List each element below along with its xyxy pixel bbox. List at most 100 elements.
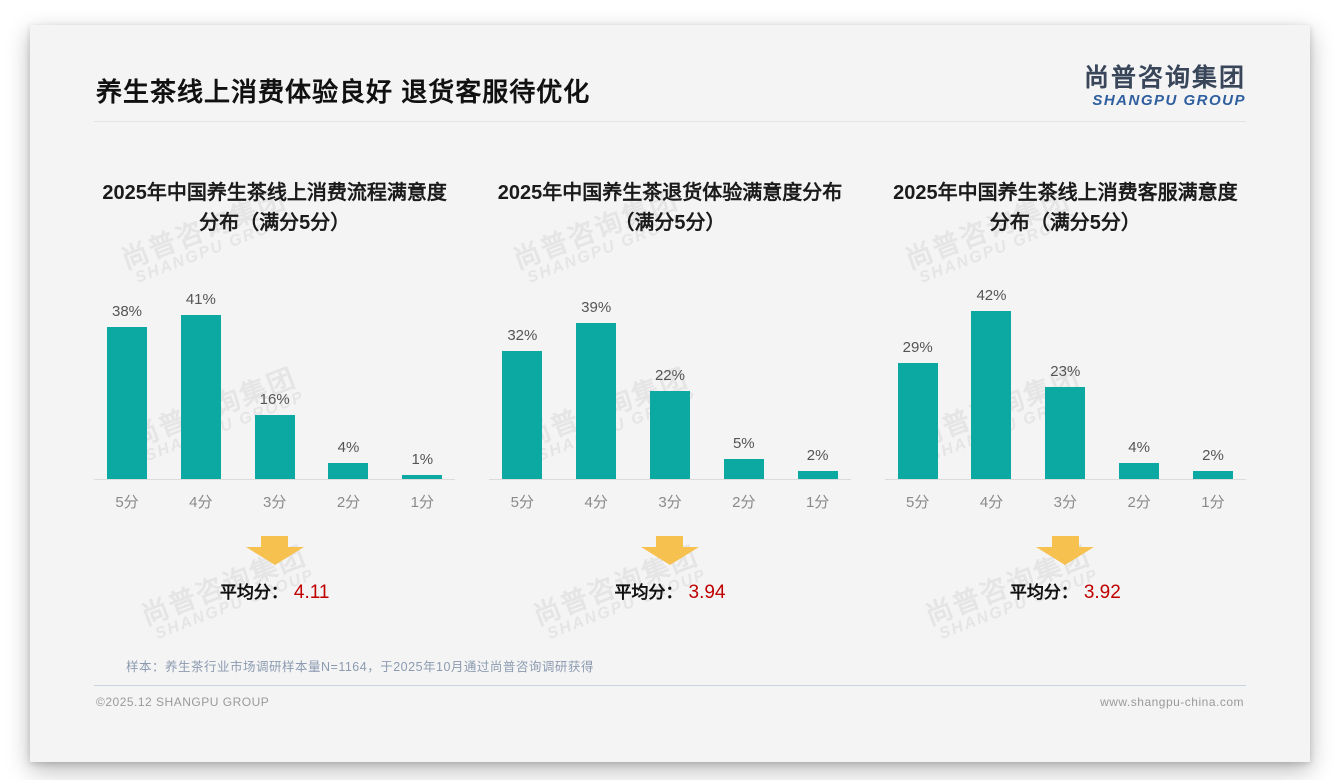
- bar-plot-area: 32% 39% 22% 5% 2%: [489, 268, 851, 480]
- logo-en-text: SHANGPU GROUP: [1092, 91, 1246, 109]
- bar: 4%: [1108, 439, 1170, 479]
- bar-rect: [180, 315, 221, 479]
- bar-rect: [328, 463, 369, 479]
- bar-value-label: 22%: [654, 367, 685, 384]
- axis-category-label: 3分: [1053, 494, 1077, 511]
- copyright-text: ©2025.12 SHANGPU GROUP: [96, 695, 270, 709]
- footer-divider: [94, 685, 1246, 686]
- down-arrow-stem: [656, 536, 684, 547]
- bar: 23%: [1034, 363, 1096, 479]
- bar-plot-area: 38% 41% 16% 4% 1%: [94, 268, 456, 480]
- bar-value-label: 32%: [507, 327, 538, 344]
- bar-rect: [1045, 387, 1086, 479]
- bar-rect: [576, 323, 617, 479]
- page-title: 养生茶线上消费体验良好 退货客服待优化: [96, 77, 591, 107]
- axis-category-label: 3分: [658, 494, 682, 511]
- company-logo: 尚普咨询集团 SHANGPU GROUP: [1083, 64, 1246, 109]
- bar: 42%: [960, 287, 1022, 479]
- bar-rect: [971, 311, 1012, 479]
- bar-value-label: 16%: [259, 391, 290, 408]
- bar-value-label: 23%: [1050, 363, 1081, 380]
- bar-value-label: 38%: [111, 303, 143, 320]
- sample-note: 样本：养生茶行业市场调研样本量N=1164，于2025年10月通过尚普咨询调研获…: [126, 660, 594, 674]
- chart-title: 2025年中国养生茶退货体验满意度分布（满分5分）: [497, 182, 843, 234]
- axis-category-label: 4分: [584, 494, 608, 511]
- average-score: 平均分： 4.11: [94, 578, 455, 604]
- chart-consumption-process-satisfaction: 2025年中国养生茶线上消费流程满意度分布（满分5分） 38% 41% 16% 4% 1…: [94, 178, 456, 604]
- down-arrow-head: [1036, 547, 1095, 565]
- slide-card: 尚普咨询集团 SHANGPU GROUP 尚普咨询集团 SHANGPU GROUP 尚普…: [30, 25, 1310, 762]
- bar: 32%: [491, 327, 553, 479]
- bar-rect: [254, 415, 295, 479]
- bar-rect: [797, 471, 838, 479]
- bar-value-label: 4%: [337, 439, 360, 456]
- average-score: 平均分： 3.92: [885, 578, 1246, 604]
- axis-category-label: 5分: [115, 494, 139, 511]
- axis-category-label: 4分: [189, 494, 213, 511]
- bar: 16%: [244, 391, 306, 479]
- axis-category-label: 2分: [336, 494, 361, 511]
- bar-value-label: 5%: [732, 435, 755, 452]
- bar: 22%: [639, 367, 701, 479]
- axis-category-label: 1分: [1201, 494, 1225, 511]
- x-axis-labels: 5分 4分 3分 2分 1分: [94, 480, 455, 512]
- bar-rect: [107, 327, 147, 479]
- website-url: www.shangpu-china.com: [1100, 695, 1244, 709]
- bar-value-label: 2%: [806, 447, 829, 464]
- title-divider: [94, 121, 1246, 122]
- footer-row: ©2025.12 SHANGPU GROUP www.shangpu-china…: [94, 686, 1246, 709]
- slide-footer: 样本：养生茶行业市场调研样本量N=1164，于2025年10月通过尚普咨询调研获…: [94, 656, 1246, 709]
- down-arrow-stem: [261, 536, 289, 547]
- bar-rect: [1192, 471, 1233, 479]
- axis-category-label: 2分: [732, 494, 756, 511]
- axis-category-label: 5分: [905, 494, 930, 511]
- x-axis-labels: 5分 4分 3分 2分 1分: [885, 480, 1246, 512]
- bar: 41%: [170, 291, 232, 479]
- bar-value-label: 39%: [581, 299, 612, 316]
- chart-return-experience-satisfaction: 2025年中国养生茶退货体验满意度分布（满分5分） 32% 39% 22% 5% 2% …: [489, 178, 851, 604]
- bar: 2%: [787, 447, 849, 479]
- bar-value-label: 4%: [1128, 439, 1150, 456]
- chart-customer-service-satisfaction: 2025年中国养生茶线上消费客服满意度分布（满分5分） 29% 42% 23% 4% 2…: [884, 178, 1246, 604]
- axis-category-label: 1分: [410, 494, 434, 511]
- chart-title: 2025年中国养生茶线上消费流程满意度分布（满分5分）: [102, 182, 447, 234]
- bar-rect: [502, 351, 543, 479]
- bar-value-label: 41%: [185, 291, 216, 308]
- bar: 2%: [1182, 447, 1244, 479]
- bar-value-label: 29%: [902, 339, 933, 356]
- axis-category-label: 4分: [979, 494, 1004, 511]
- bar-value-label: 42%: [976, 287, 1007, 304]
- down-arrow-head: [640, 547, 699, 565]
- bar-value-label: 2%: [1202, 447, 1224, 464]
- down-arrow-head: [245, 547, 304, 565]
- down-arrow-icon: [640, 536, 699, 565]
- bar-value-label: 1%: [411, 451, 434, 468]
- axis-category-label: 5分: [510, 494, 534, 511]
- down-arrow-stem: [1051, 536, 1079, 547]
- bar: 1%: [391, 451, 453, 479]
- bar-rect: [649, 391, 690, 479]
- down-arrow-icon: [1036, 536, 1095, 565]
- bar: 5%: [713, 435, 775, 479]
- average-score-label: 平均分：: [1009, 583, 1078, 602]
- average-score-label: 平均分：: [219, 583, 288, 602]
- charts-row: 2025年中国养生茶线上消费流程满意度分布（满分5分） 38% 41% 16% 4% 1…: [94, 178, 1246, 604]
- bar: 29%: [887, 339, 949, 479]
- slide-content: 养生茶线上消费体验良好 退货客服待优化 尚普咨询集团 SHANGPU GROUP…: [30, 25, 1310, 762]
- bar-rect: [897, 363, 938, 479]
- bar-rect: [723, 459, 764, 479]
- logo-cn-text: 尚普咨询集团: [1083, 64, 1246, 92]
- average-score-label: 平均分：: [614, 583, 683, 602]
- bar: 4%: [317, 439, 379, 479]
- average-score-value: 4.11: [293, 582, 330, 603]
- average-score-value: 3.92: [1083, 582, 1121, 603]
- bar-plot-area: 29% 42% 23% 4% 2%: [884, 268, 1246, 480]
- bar-rect: [402, 475, 443, 479]
- average-score: 平均分： 3.94: [489, 578, 850, 604]
- average-score-value: 3.94: [688, 582, 726, 603]
- axis-category-label: 3分: [262, 494, 287, 511]
- chart-title: 2025年中国养生茶线上消费客服满意度分布（满分5分）: [893, 182, 1238, 234]
- axis-category-label: 1分: [805, 494, 830, 511]
- x-axis-labels: 5分 4分 3分 2分 1分: [489, 480, 850, 512]
- bar: 38%: [96, 303, 158, 479]
